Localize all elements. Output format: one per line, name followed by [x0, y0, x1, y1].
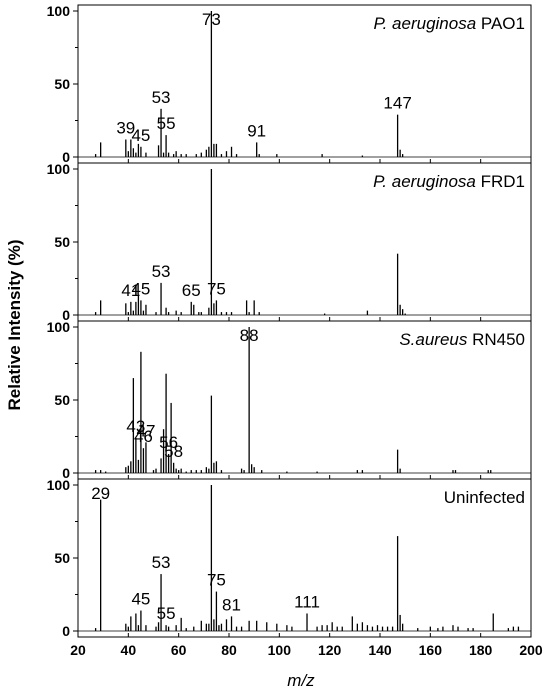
- peak-label: 53: [152, 262, 171, 281]
- peak-label: 111: [294, 592, 320, 611]
- y-tick-label: 0: [62, 623, 70, 639]
- peaks: [94, 11, 404, 157]
- x-tick-label: 200: [519, 642, 543, 658]
- x-tick-label: 140: [368, 642, 392, 658]
- y-tick-label: 100: [47, 3, 71, 19]
- y-tick-label: 50: [54, 76, 70, 92]
- y-tick-label: 100: [47, 477, 71, 493]
- x-tick-label: 20: [70, 642, 86, 658]
- peaks: [94, 485, 520, 631]
- y-tick-label: 100: [47, 161, 71, 177]
- y-tick-label: 50: [54, 234, 70, 250]
- x-tick-label: 180: [469, 642, 493, 658]
- x-axis-ticks: 20 40 60 80 100 120 140 160 180 200: [70, 642, 543, 658]
- peak-label: 39: [116, 118, 135, 137]
- peak-label: 41: [121, 281, 140, 300]
- peak-label: 75: [207, 279, 226, 298]
- panel-title: S.aureus RN450: [399, 330, 525, 349]
- peak-label: 56: [159, 433, 178, 452]
- peak-label: 45: [131, 590, 150, 609]
- y-tick-label: 0: [62, 307, 70, 323]
- peak-label: 53: [152, 88, 171, 107]
- peak-label: 81: [222, 595, 241, 614]
- x-tick-label: 40: [121, 642, 137, 658]
- peak-label: 75: [207, 571, 226, 590]
- peak-label: 45: [131, 279, 150, 298]
- peak-label: 43: [126, 417, 145, 436]
- y-tick-label: 100: [47, 319, 71, 335]
- y-tick-label: 50: [54, 392, 70, 408]
- peak-label: 73: [202, 10, 221, 29]
- peak-label: 88: [240, 326, 259, 345]
- peaks: [94, 327, 492, 473]
- peak-label: 53: [152, 553, 171, 572]
- x-tick-label: 60: [171, 642, 187, 658]
- x-tick-label: 160: [419, 642, 443, 658]
- x-tick-label: 120: [318, 642, 342, 658]
- peak-label: 55: [157, 114, 176, 133]
- y-tick-label: 50: [54, 550, 70, 566]
- peak-label: 65: [182, 281, 201, 300]
- y-axis-title: Relative Intensity (%): [5, 240, 24, 411]
- peak-label: 55: [157, 604, 176, 623]
- peak-label: 45: [131, 126, 150, 145]
- peak-label: 58: [164, 442, 183, 461]
- peaks: [94, 169, 406, 315]
- panel-title: P. aeruginosa PAO1: [373, 14, 525, 33]
- y-tick-label: 0: [62, 149, 70, 165]
- peak-label: 46: [134, 427, 153, 446]
- panel-title: P. aeruginosa FRD1: [373, 172, 525, 191]
- panel-title: Uninfected: [444, 488, 525, 507]
- peak-label: 147: [383, 94, 411, 113]
- x-axis-title: m/z: [287, 671, 315, 690]
- x-tick-label: 100: [268, 642, 292, 658]
- x-tick-label: 80: [221, 642, 237, 658]
- peak-label: 29: [91, 484, 110, 503]
- y-tick-label: 0: [62, 465, 70, 481]
- peak-label: 91: [247, 121, 266, 140]
- peak-label: 47: [136, 421, 155, 440]
